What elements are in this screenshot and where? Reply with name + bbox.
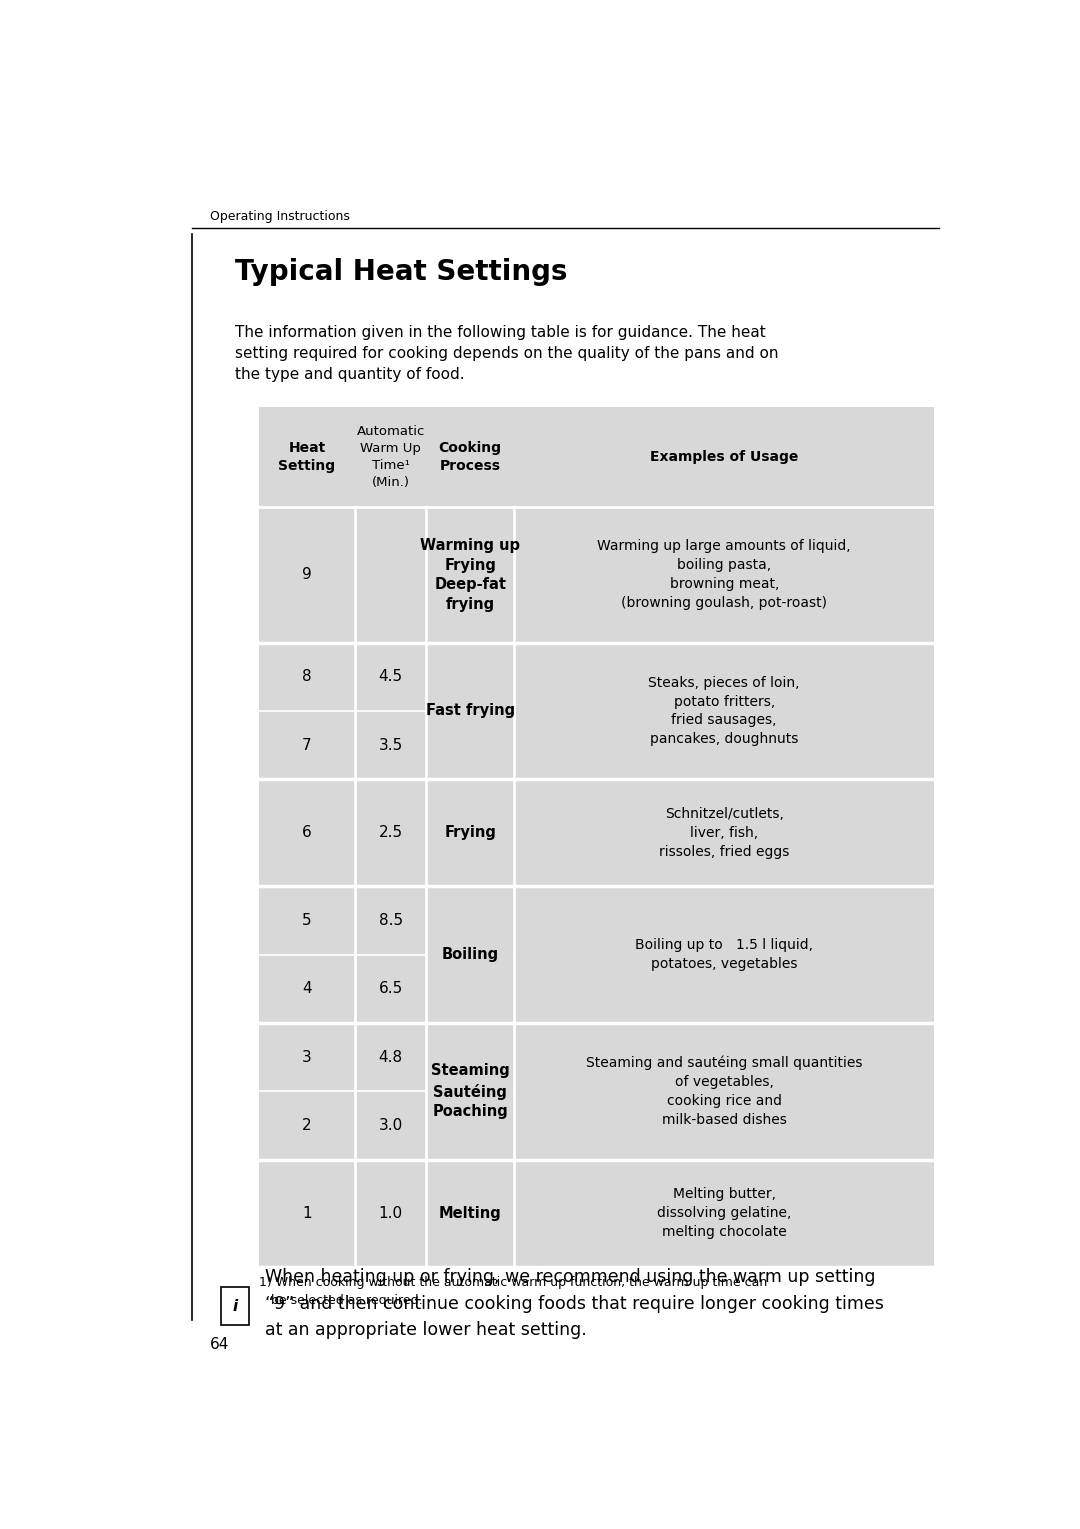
Text: Cooking
Process: Cooking Process [438, 440, 502, 474]
Text: Melting butter,
dissolving gelatine,
melting chocolate: Melting butter, dissolving gelatine, mel… [657, 1187, 792, 1238]
Text: 8: 8 [302, 670, 312, 685]
Text: 2: 2 [302, 1118, 312, 1133]
Text: Steaks, pieces of loin,
potato fritters,
fried sausages,
pancakes, doughnuts: Steaks, pieces of loin, potato fritters,… [648, 676, 800, 746]
Text: i: i [232, 1298, 238, 1313]
Text: 4.8: 4.8 [379, 1050, 403, 1064]
Text: Steaming and sautéing small quantities
of vegetables,
cooking rice and
milk-base: Steaming and sautéing small quantities o… [586, 1055, 863, 1127]
Text: Examples of Usage: Examples of Usage [650, 450, 798, 465]
Text: Operating Instructions: Operating Instructions [211, 209, 350, 223]
Text: 1) When cooking without the automatic warm up function, the warm up time can
   : 1) When cooking without the automatic wa… [259, 1277, 767, 1307]
Text: 1: 1 [302, 1206, 312, 1220]
Text: Schnitzel/cutlets,
liver, fish,
rissoles, fried eggs: Schnitzel/cutlets, liver, fish, rissoles… [659, 807, 789, 859]
Text: 4: 4 [302, 982, 312, 997]
Text: Boiling up to   1.5 l liquid,
potatoes, vegetables: Boiling up to 1.5 l liquid, potatoes, ve… [635, 939, 813, 971]
Text: Warming up large amounts of liquid,
boiling pasta,
browning meat,
(browning goul: Warming up large amounts of liquid, boil… [597, 540, 851, 610]
Text: Steaming
Sautéing
Poaching: Steaming Sautéing Poaching [431, 1063, 510, 1119]
Text: When heating up or frying, we recommend using the warm up setting
“9” and then c: When heating up or frying, we recommend … [265, 1269, 883, 1339]
Text: 64: 64 [211, 1336, 230, 1352]
Text: Melting: Melting [438, 1206, 501, 1220]
Bar [259, 407, 934, 1266]
Text: Automatic
Warm Up
Time¹
(Min.): Automatic Warm Up Time¹ (Min.) [356, 425, 424, 489]
Text: The information given in the following table is for guidance. The heat
setting r: The information given in the following t… [235, 324, 779, 382]
Text: 5: 5 [302, 913, 312, 928]
Text: Typical Heat Settings: Typical Heat Settings [235, 258, 568, 286]
Text: 3.0: 3.0 [379, 1118, 403, 1133]
Text: Boiling: Boiling [442, 946, 499, 962]
Text: Warming up
Frying
Deep-fat
frying: Warming up Frying Deep-fat frying [420, 538, 521, 612]
FancyBboxPatch shape [221, 1286, 248, 1326]
Text: 3: 3 [302, 1050, 312, 1064]
Text: 3.5: 3.5 [379, 737, 403, 752]
Text: 7: 7 [302, 737, 312, 752]
Text: 6: 6 [302, 826, 312, 841]
Text: 9: 9 [302, 567, 312, 583]
Text: 1.0: 1.0 [379, 1206, 403, 1220]
Text: 4.5: 4.5 [379, 670, 403, 685]
Text: Frying: Frying [444, 826, 496, 841]
Text: 6.5: 6.5 [379, 982, 403, 997]
Text: Fast frying: Fast frying [426, 703, 515, 719]
Text: 8.5: 8.5 [379, 913, 403, 928]
Text: 2.5: 2.5 [379, 826, 403, 841]
Text: Heat
Setting: Heat Setting [279, 440, 336, 474]
